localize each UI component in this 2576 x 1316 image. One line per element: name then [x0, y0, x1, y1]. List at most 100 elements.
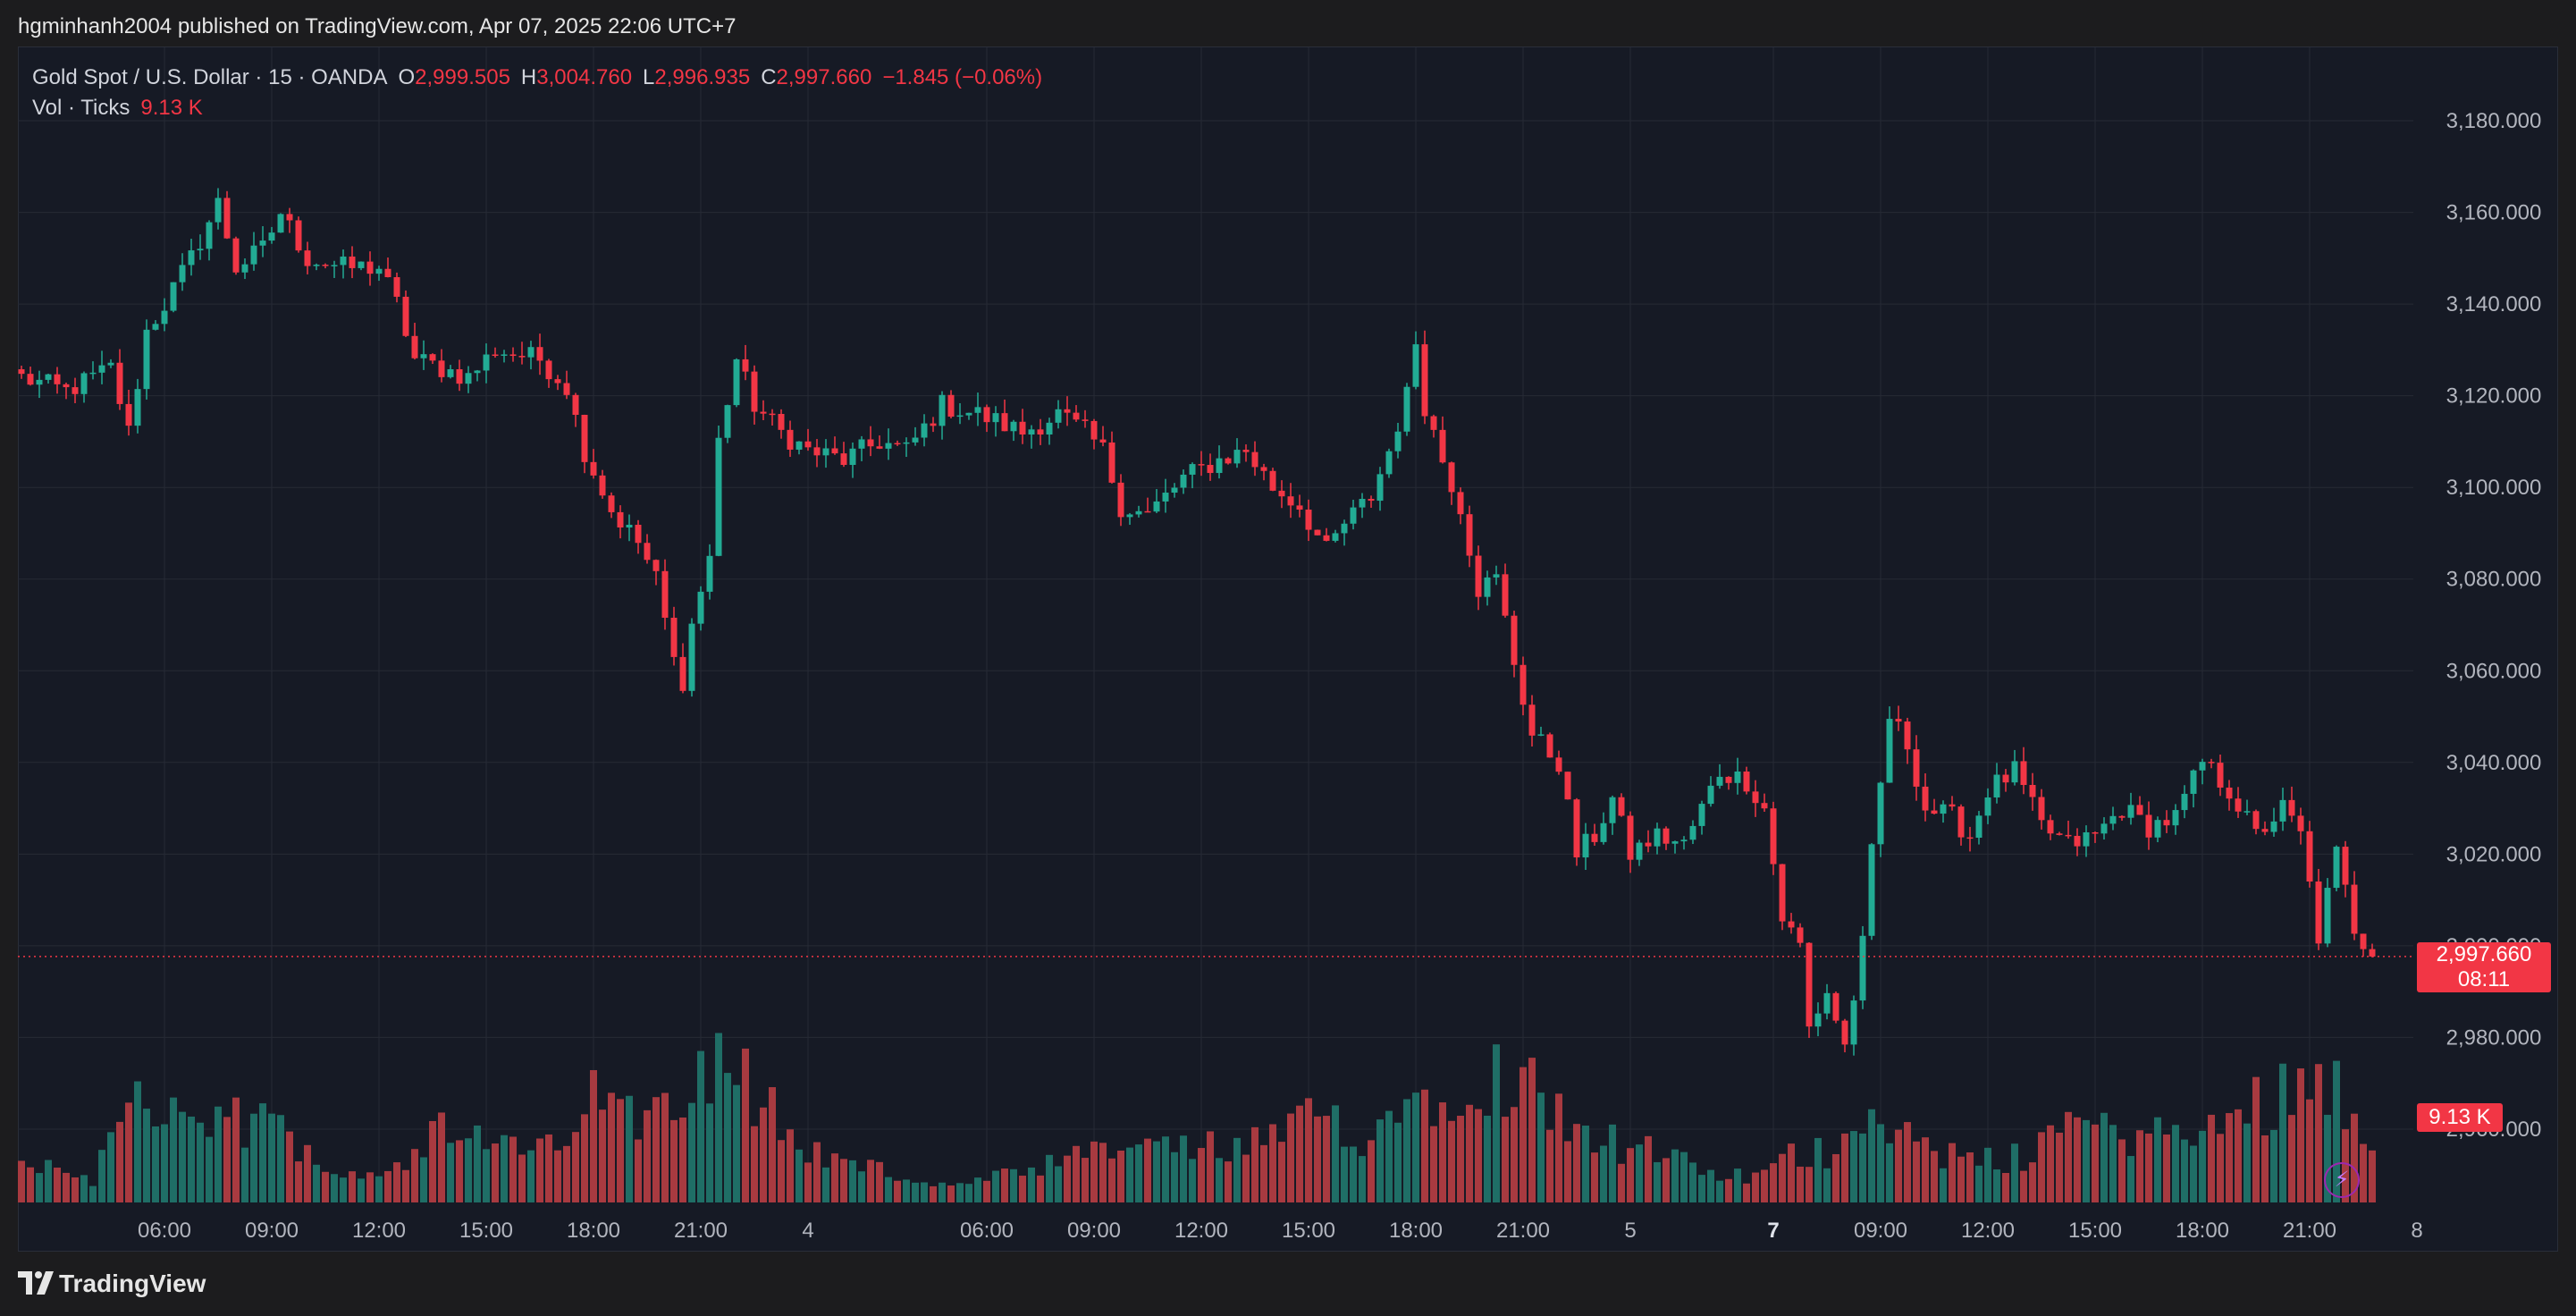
volume-bar	[80, 1175, 88, 1202]
volume-bar	[1082, 1158, 1089, 1202]
candle-body	[2074, 835, 2081, 847]
candle-body	[313, 265, 320, 266]
low-label: L	[643, 65, 655, 89]
candle-body	[1645, 842, 1652, 847]
chart-legend: Gold Spot / U.S. Dollar · 15 · OANDA O2,9…	[32, 63, 1042, 123]
volume-bar	[63, 1172, 70, 1202]
candle-body	[1350, 507, 1357, 524]
tradingview-logo-icon[interactable]	[18, 1271, 54, 1295]
candle-body	[831, 448, 838, 454]
volume-bar	[1439, 1102, 1446, 1202]
volume-bar	[1931, 1151, 1938, 1202]
candle-body	[751, 371, 758, 412]
candle-body	[2020, 761, 2027, 785]
volume-bar	[1520, 1067, 1527, 1202]
high-label: H	[520, 65, 537, 89]
volume-bar	[2136, 1130, 2143, 1202]
bar-countdown: 08:11	[2457, 966, 2511, 991]
candle-body	[402, 296, 409, 336]
volume-bar	[1752, 1172, 1759, 1202]
lightning-bolt-icon[interactable]: ⚡	[2324, 1162, 2360, 1198]
candle-body	[2297, 815, 2304, 831]
volume-bar	[1448, 1120, 1455, 1202]
volume-bar	[54, 1168, 61, 1202]
candle-body	[1806, 942, 1813, 1027]
volume-bar	[1806, 1167, 1813, 1202]
candle-body	[89, 372, 97, 375]
volume-bar	[179, 1111, 186, 1202]
candle-body	[331, 265, 338, 266]
volume-bar	[1153, 1141, 1160, 1202]
volume-bar	[1010, 1168, 1017, 1202]
volume-bar	[1430, 1126, 1437, 1202]
volume-bar	[518, 1154, 526, 1202]
volume-bar	[1904, 1122, 1911, 1202]
candle-body	[742, 359, 749, 372]
symbol-label[interactable]: Gold Spot / U.S. Dollar · 15 · OANDA	[32, 65, 388, 89]
candle-body	[1627, 815, 1634, 860]
volume-bar	[313, 1164, 320, 1202]
candle-body	[1189, 464, 1196, 475]
volume-bar	[18, 1160, 25, 1202]
volume-bar	[652, 1097, 660, 1202]
candle-body	[393, 277, 400, 297]
volume-bar	[1171, 1152, 1178, 1202]
candle-body	[1457, 492, 1464, 515]
candle-body	[688, 623, 695, 691]
candle-body	[2181, 793, 2188, 811]
candle-body	[116, 362, 123, 404]
candle-body	[1296, 505, 1303, 510]
candle-body	[1895, 719, 1902, 722]
volume-bar	[2172, 1125, 2179, 1202]
volume-bar	[456, 1140, 463, 1202]
candle-body	[1403, 386, 1410, 432]
candle-body	[295, 220, 302, 251]
volume-bar	[340, 1177, 347, 1202]
candle-body	[2065, 834, 2072, 837]
candle-body	[411, 335, 418, 359]
candle-body	[2002, 774, 2009, 783]
volume-bar	[393, 1162, 400, 1202]
volume-bar	[1144, 1138, 1151, 1202]
candle-body	[2360, 933, 2367, 949]
x-axis-tick-label: 18:00	[1389, 1219, 1443, 1243]
volume-bar	[277, 1115, 284, 1202]
volume-bar	[1654, 1161, 1661, 1202]
volume-label[interactable]: Vol · Ticks	[32, 96, 130, 120]
candle-body	[1654, 828, 1661, 847]
candle-body	[1278, 490, 1285, 497]
volume-bar	[1117, 1150, 1124, 1202]
candle-body	[1394, 431, 1402, 451]
volume-bar	[411, 1149, 418, 1202]
candle-body	[80, 373, 88, 394]
candle-body	[2100, 823, 2108, 834]
tradingview-brand[interactable]: TradingView	[59, 1270, 206, 1297]
volume-bar	[1922, 1137, 1929, 1202]
candle-body	[2127, 805, 2134, 818]
volume-bar	[1573, 1124, 1580, 1202]
candle-body	[572, 394, 579, 416]
volume-bar	[965, 1184, 972, 1202]
candle-body	[1931, 810, 1938, 814]
candle-body	[2056, 833, 2063, 835]
candle-body	[912, 437, 919, 443]
volume-bar	[2109, 1125, 2117, 1202]
volume-bar	[2306, 1099, 2313, 1202]
volume-bar	[813, 1142, 821, 1202]
candle-body	[903, 442, 910, 444]
volume-bar	[2333, 1060, 2340, 1202]
candle-body	[1225, 458, 1232, 464]
candle-body	[2038, 797, 2045, 821]
volume-bar	[903, 1179, 910, 1202]
candle-body	[375, 268, 383, 274]
candle-body	[456, 369, 463, 384]
volume-bar	[2190, 1145, 2197, 1202]
x-axis-tick-label: 09:00	[1067, 1219, 1121, 1243]
candle-body	[483, 354, 490, 371]
volume-bar	[2074, 1117, 2081, 1202]
candle-body	[2226, 787, 2233, 799]
candle-body	[769, 413, 776, 416]
volume-bar	[1368, 1140, 1375, 1202]
chart-pane[interactable]	[18, 46, 2558, 1252]
